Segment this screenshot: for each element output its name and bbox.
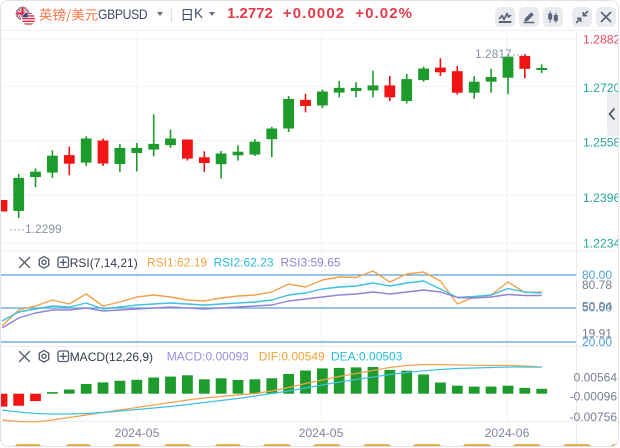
svg-text:2024-06: 2024-06 [485,426,530,440]
svg-text:1.2396: 1.2396 [583,191,619,205]
svg-text:0.00564: 0.00564 [574,370,618,384]
svg-text:20.00: 20.00 [582,335,612,349]
svg-text:1.2817····: 1.2817···· [475,47,528,61]
svg-text:1.2882: 1.2882 [583,33,619,47]
svg-text:1.2558: 1.2558 [583,136,619,150]
svg-text:1.2720: 1.2720 [583,81,619,95]
svg-text:····1.2299: ····1.2299 [9,222,62,236]
svg-text:-0.00096: -0.00096 [570,390,618,404]
svg-text:1.2234: 1.2234 [583,237,619,251]
svg-text:RSI2:62.23: RSI2:62.23 [214,256,274,270]
svg-text:DEA:0.00503: DEA:0.00503 [331,350,403,364]
svg-text:MACD:0.00093: MACD:0.00093 [167,350,249,364]
svg-text:RSI1:62.19: RSI1:62.19 [147,256,207,270]
svg-text:2024-05: 2024-05 [115,426,160,440]
svg-text:50.00: 50.00 [582,301,612,315]
svg-text:RSI(7,14,21): RSI(7,14,21) [70,256,138,270]
svg-text:50.94: 50.94 [582,300,612,314]
svg-text:-0.00756: -0.00756 [570,410,618,424]
svg-text:2024-05: 2024-05 [299,426,344,440]
svg-text:MACD(12,26,9): MACD(12,26,9) [70,350,153,364]
svg-text:19.91: 19.91 [582,327,612,341]
svg-text:80.78: 80.78 [582,278,612,292]
svg-text:RSI3:59.65: RSI3:59.65 [281,256,341,270]
svg-text:80.00: 80.00 [582,268,612,282]
svg-text:DIF:0.00549: DIF:0.00549 [259,350,325,364]
